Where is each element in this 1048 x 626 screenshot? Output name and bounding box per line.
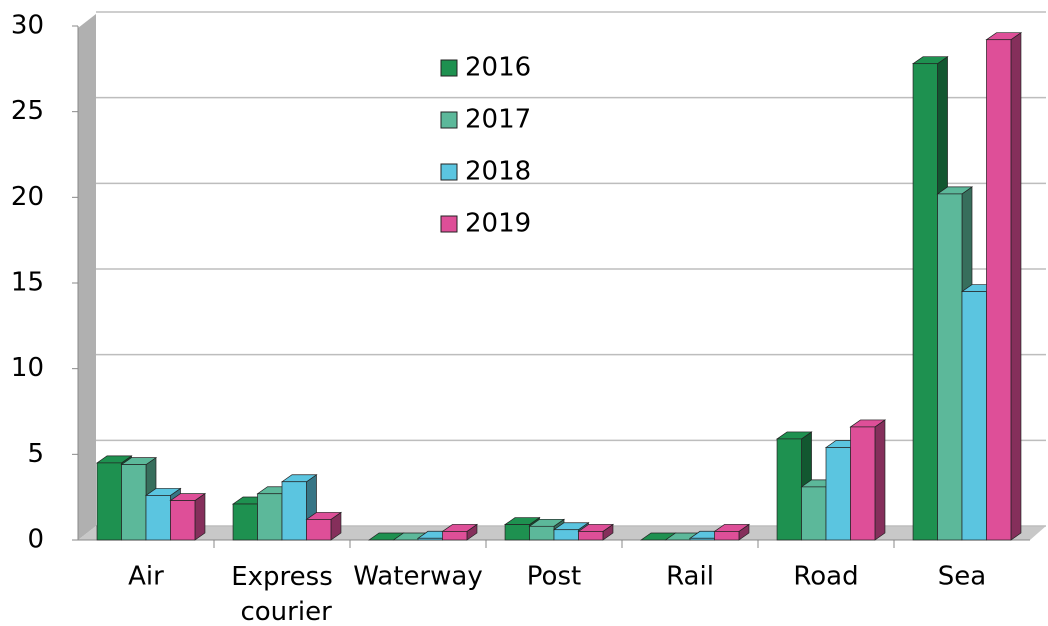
bar-front [96,462,122,541]
bar-front [529,525,555,541]
bar-front [801,486,827,541]
x-tick-label: Air [128,562,164,592]
bar-front [850,426,876,541]
legend-label: 2018 [465,157,531,187]
bar-front [714,531,740,541]
y-tick-label: 5 [27,439,44,469]
bar-front [912,63,938,541]
x-tick-label: Post [527,562,581,592]
y-tick-label: 10 [11,353,44,383]
bar-front [986,39,1012,541]
bar-side [874,419,886,541]
x-tick-label: Road [793,562,858,592]
x-tick-label: Waterway [353,562,482,592]
legend-swatch [440,111,458,129]
bar-front [553,529,579,541]
bar-front [825,447,851,541]
bar-front [281,481,307,541]
x-tick-label: Rail [666,562,714,592]
bar-side [194,492,206,541]
bar [936,186,974,541]
bar [849,419,887,541]
bar-front [121,464,147,541]
y-tick-label: 30 [11,11,44,41]
bar-front [232,503,258,541]
x-tick-label: Sea [938,562,986,592]
y-tick-label: 20 [11,182,44,212]
side-wall [78,14,96,540]
bar-front [306,519,332,541]
bar [305,511,343,541]
bar-front [442,531,468,541]
bar-front [937,193,963,541]
bar [713,523,751,541]
bar-front [689,537,715,541]
bar-side [1010,32,1022,541]
bar-front [417,537,443,541]
bar-front [776,438,802,541]
y-tick-label: 25 [11,96,44,126]
bar [985,32,1023,541]
legend-label: 2019 [465,209,531,239]
bar [169,492,207,541]
y-tick-label: 15 [11,268,44,298]
legend-swatch [440,59,458,77]
bar [441,523,479,541]
bar-front [145,495,171,541]
legend-label: 2016 [465,53,531,83]
bar-front [578,531,604,541]
bar [577,523,615,541]
bar-front [257,493,283,541]
bar-front [170,500,196,541]
legend-swatch [440,163,458,181]
y-tick-label: 0 [27,525,44,555]
bar-front [961,291,987,541]
legend-swatch [440,215,458,233]
legend-label: 2017 [465,105,531,135]
x-tick-label: Express courier [231,562,333,626]
bar-front [504,524,530,541]
